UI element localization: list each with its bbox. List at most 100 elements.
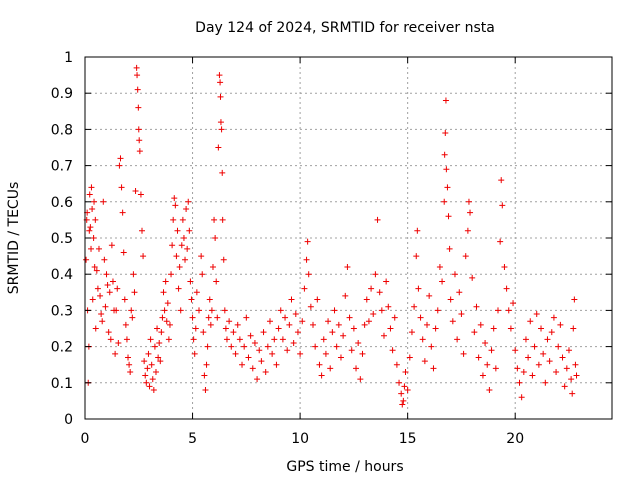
data-point <box>89 206 96 213</box>
data-point <box>243 314 250 321</box>
data-point <box>456 289 463 296</box>
data-point <box>486 387 493 394</box>
data-point <box>415 285 422 292</box>
data-point <box>337 354 344 361</box>
data-point <box>533 311 540 318</box>
data-point <box>157 358 164 365</box>
data-point <box>297 350 304 357</box>
data-point <box>497 238 504 245</box>
data-point <box>465 198 472 205</box>
data-point <box>342 292 349 299</box>
data-point <box>184 245 191 252</box>
data-point <box>152 368 159 375</box>
data-point <box>159 314 166 321</box>
data-point <box>89 296 96 303</box>
data-point <box>304 238 311 245</box>
y-tick-label: 0.7 <box>51 159 73 175</box>
data-point <box>426 292 433 299</box>
x-tick-label: 5 <box>188 431 197 447</box>
data-point <box>91 198 98 205</box>
data-point <box>546 358 553 365</box>
data-point <box>385 303 392 310</box>
data-point <box>458 311 465 318</box>
data-point <box>460 350 467 357</box>
data-point <box>401 383 408 390</box>
data-point <box>129 314 136 321</box>
data-point <box>147 336 154 343</box>
data-point <box>91 263 98 270</box>
data-point <box>99 318 106 325</box>
data-point <box>191 350 198 357</box>
data-point <box>391 314 398 321</box>
data-point <box>93 267 100 274</box>
data-point <box>127 368 134 375</box>
data-point <box>359 350 366 357</box>
data-point <box>212 235 219 241</box>
data-point <box>314 296 321 303</box>
data-point <box>177 307 184 314</box>
data-point <box>538 325 545 332</box>
data-point <box>149 376 156 383</box>
data-point <box>200 329 207 336</box>
data-point <box>325 318 332 325</box>
data-point <box>419 336 426 343</box>
data-point <box>531 343 538 350</box>
data-point <box>441 151 448 158</box>
data-point <box>482 339 489 346</box>
data-point <box>169 242 176 249</box>
plot-frame <box>84 56 613 420</box>
data-point <box>217 79 224 86</box>
data-point <box>357 376 364 383</box>
data-point <box>198 253 205 260</box>
data-point <box>136 137 143 144</box>
data-point <box>219 216 226 223</box>
data-point <box>469 274 476 281</box>
data-point <box>166 321 173 328</box>
data-point <box>479 372 486 379</box>
data-point <box>221 307 228 314</box>
data-point <box>529 372 536 379</box>
data-point <box>399 401 406 408</box>
data-point <box>389 347 396 354</box>
data-point <box>464 227 471 234</box>
data-point <box>501 263 508 270</box>
data-point <box>406 354 413 361</box>
data-point <box>158 329 165 336</box>
data-point <box>142 372 149 379</box>
data-point <box>209 263 216 270</box>
data-point <box>95 245 102 252</box>
data-point <box>196 307 203 314</box>
data-point <box>404 387 411 394</box>
data-point <box>284 347 291 354</box>
data-point <box>262 368 269 375</box>
data-point <box>408 329 415 336</box>
data-point <box>186 227 193 234</box>
data-point <box>239 361 246 368</box>
data-point <box>434 307 441 314</box>
y-axis-title: SRMTID / TECUs <box>6 182 22 295</box>
data-point <box>520 368 527 375</box>
data-point <box>228 343 235 350</box>
data-point <box>245 354 252 361</box>
data-point <box>207 321 214 328</box>
data-point <box>236 336 243 343</box>
data-point <box>192 325 199 332</box>
y-tick-label: 1 <box>64 50 73 66</box>
data-point <box>310 321 317 328</box>
data-point <box>436 263 443 270</box>
data-points <box>83 64 580 408</box>
data-point <box>216 72 223 79</box>
data-point <box>301 285 308 292</box>
data-point <box>107 336 114 343</box>
data-point <box>400 397 407 404</box>
y-tick-label: 0.6 <box>51 195 73 211</box>
data-point <box>387 325 394 332</box>
data-point <box>135 104 142 111</box>
data-point <box>122 321 129 328</box>
data-point <box>102 303 109 310</box>
data-point <box>175 285 182 292</box>
data-point <box>518 394 525 401</box>
data-point <box>206 296 213 303</box>
data-point <box>512 347 519 354</box>
data-point <box>490 325 497 332</box>
